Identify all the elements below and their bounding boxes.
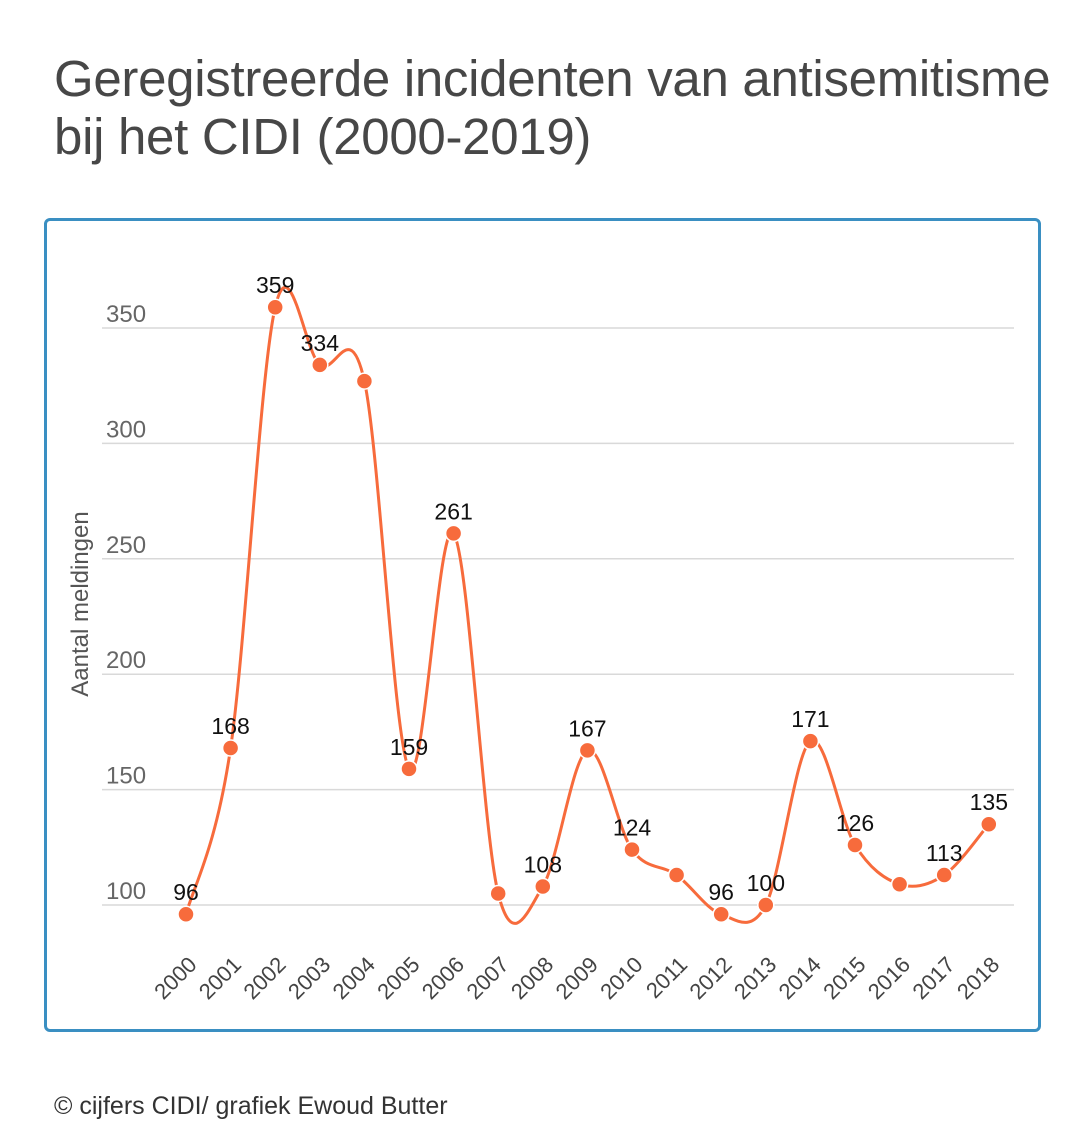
chart-title: Geregistreerde incidenten van antisemiti…	[54, 50, 1051, 165]
x-tick-label: 2012	[684, 952, 736, 1004]
data-label: 171	[791, 706, 829, 732]
x-tick-label: 2007	[461, 952, 513, 1004]
data-point	[534, 877, 552, 896]
data-labels: 96 168 359 334 159 261 108 167 124 96 100 171 126 113…	[173, 272, 1008, 905]
data-point	[266, 298, 284, 316]
y-axis-label: Aantal meldingen	[67, 511, 94, 696]
y-tick-label: 250	[106, 532, 146, 559]
data-point	[623, 840, 641, 859]
data-point	[667, 866, 686, 884]
y-tick-label: 300	[106, 416, 146, 443]
x-tick-label: 2004	[328, 952, 380, 1004]
data-point	[890, 875, 909, 893]
x-tick-label: 2013	[729, 952, 781, 1004]
chart-frame	[44, 218, 1041, 1032]
y-tick-label: 200	[106, 647, 146, 674]
data-point	[712, 905, 730, 923]
x-tick-label: 2018	[952, 952, 1004, 1004]
data-label: 168	[211, 713, 249, 739]
data-label: 96	[173, 879, 199, 905]
x-tick-label: 2000	[149, 952, 201, 1004]
y-tick-label: 350	[106, 301, 146, 328]
data-label: 100	[747, 870, 785, 896]
x-tick-label: 2017	[907, 952, 959, 1004]
x-tick-label: 2006	[417, 952, 469, 1004]
x-tick-label: 2005	[372, 952, 424, 1004]
data-label: 126	[836, 810, 874, 836]
y-axis-ticks: 100 150 200 250 300 350	[106, 301, 146, 905]
x-tick-label: 2003	[283, 952, 335, 1004]
data-label: 334	[301, 330, 340, 356]
data-point	[801, 732, 820, 750]
data-point	[221, 739, 240, 757]
x-tick-label: 2014	[774, 952, 826, 1004]
data-point	[980, 815, 998, 833]
x-axis-ticks: 2000200120022003200420052006200720082009…	[149, 952, 1004, 1004]
data-label: 261	[434, 498, 472, 524]
y-tick-label: 100	[106, 878, 146, 905]
data-label: 113	[926, 840, 963, 866]
data-point	[489, 884, 507, 903]
x-tick-label: 2010	[595, 952, 647, 1004]
y-tick-label: 150	[106, 763, 146, 790]
data-point	[757, 896, 775, 914]
x-tick-label: 2009	[551, 952, 603, 1004]
data-label: 96	[708, 879, 734, 905]
data-point	[846, 836, 864, 854]
data-point	[444, 524, 463, 543]
x-tick-label: 2008	[506, 952, 558, 1004]
data-point	[311, 356, 329, 374]
data-label: 124	[613, 815, 652, 841]
x-tick-label: 2015	[818, 952, 870, 1004]
data-label: 159	[390, 734, 428, 760]
x-tick-label: 2001	[194, 952, 246, 1004]
x-tick-label: 2016	[863, 952, 915, 1004]
data-label: 108	[524, 852, 562, 878]
data-point	[578, 741, 597, 760]
gridlines	[102, 327, 1014, 906]
data-point	[935, 866, 953, 884]
data-label: 167	[568, 715, 606, 741]
data-point	[400, 760, 418, 778]
credit-text: © cijfers CIDI/ grafiek Ewoud Butter	[54, 1092, 448, 1120]
data-point	[355, 372, 374, 390]
x-tick-label: 2011	[641, 952, 692, 1003]
data-label: 135	[970, 789, 1008, 815]
data-label: 359	[256, 272, 294, 298]
data-point	[177, 905, 195, 923]
x-tick-label: 2002	[238, 952, 290, 1004]
data-points	[177, 298, 998, 923]
